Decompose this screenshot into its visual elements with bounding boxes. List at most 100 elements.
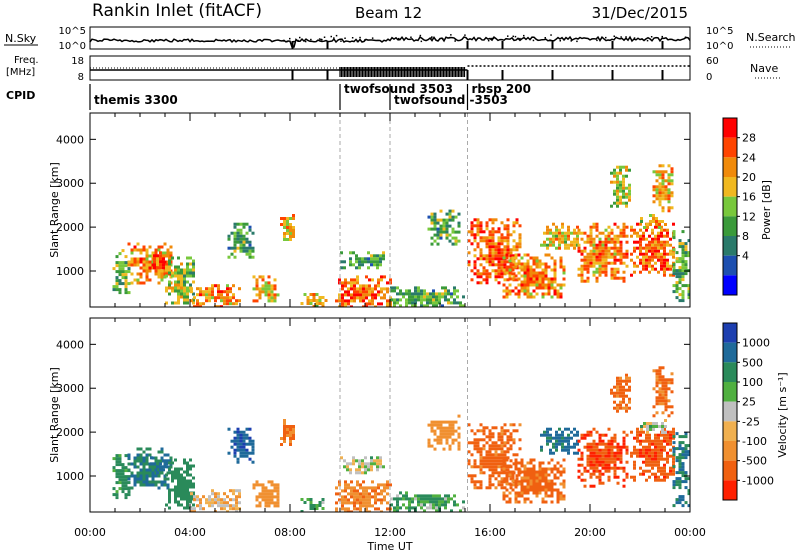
- nsearch-point: [450, 34, 452, 36]
- nsearch-point: [454, 38, 457, 41]
- velocity-panel: 1000 2000 3000 4000 Slant Range [km] 1000 50…: [48, 317, 789, 513]
- nsearch-point: [289, 37, 291, 40]
- nave-label: Nave: [750, 62, 778, 75]
- colorbar-swatch-6: [723, 236, 737, 256]
- nsearch-point: [684, 36, 687, 38]
- colorbar-swatch-8: [723, 275, 737, 295]
- freq-label-line1: Freq.: [14, 55, 39, 66]
- nsearch-point: [333, 37, 335, 39]
- nsky-label: N.Sky: [5, 32, 37, 45]
- nsearch-point: [344, 37, 346, 39]
- colorbar-tick-label-2: 20: [742, 171, 756, 184]
- x-tick-label-0: 00:00: [74, 526, 106, 539]
- cpid-label: CPID: [6, 89, 35, 102]
- colorbar-swatch-5: [723, 216, 737, 236]
- echo-region-6: [252, 275, 280, 303]
- echo-region-4: [190, 284, 241, 307]
- nsearch-point: [464, 34, 466, 36]
- colorbar-swatch-3: [723, 382, 737, 402]
- echo-region-7: [280, 419, 295, 446]
- nsearch-point: [605, 36, 607, 39]
- colorbar-swatch-4: [723, 196, 737, 217]
- echo-region-10: [340, 456, 385, 475]
- nsearch-point: [398, 37, 400, 40]
- nsearch-point: [419, 34, 422, 37]
- freq-label-line2: [MHz]: [6, 67, 35, 78]
- plot-title: Rankin Inlet (fitACF): [92, 1, 262, 21]
- x-tick-label-2: 08:00: [274, 526, 306, 539]
- nsearch-point: [491, 37, 493, 40]
- colorbar-tick-label-5: 8: [742, 230, 749, 243]
- x-tick-label-3: 12:00: [374, 526, 406, 539]
- echo-region-14: [502, 253, 566, 299]
- colorbar-swatch-5: [723, 421, 737, 441]
- echo-region-20: [652, 164, 674, 213]
- colorbar-tick-label-1: 24: [742, 151, 756, 164]
- echo-region-6: [252, 480, 280, 508]
- cpid-entry-0: themis 3300: [94, 93, 178, 107]
- velocity-colorbar-label: Velocity [m s⁻¹]: [776, 372, 789, 457]
- nsearch-point: [293, 40, 295, 43]
- nsearch-point: [507, 35, 509, 37]
- date-label: 31/Dec/2015: [592, 4, 688, 22]
- nsearch-point: [320, 38, 322, 41]
- nsearch-point: [487, 39, 490, 42]
- nsearch-point: [371, 37, 374, 39]
- nsearch-point: [661, 35, 663, 38]
- colorbar-tick-label-6: 4: [742, 250, 749, 263]
- nsearch-point: [442, 38, 444, 40]
- colorbar-tick-label-0: 28: [742, 132, 756, 145]
- velocity-ylabel: Slant Range [km]: [48, 367, 61, 463]
- colorbar-tick-label-0: 1000: [742, 337, 770, 350]
- nsearch-point: [318, 38, 321, 40]
- echo-region-14: [502, 458, 566, 504]
- nsearch-point: [559, 40, 561, 42]
- x-tick-label-5: 20:00: [574, 526, 606, 539]
- nsearch-point: [570, 40, 572, 42]
- nsearch-point: [448, 37, 451, 39]
- y-tick-label-3: 4000: [56, 338, 84, 351]
- nsearch-point: [544, 37, 546, 39]
- echo-region-19: [640, 419, 667, 434]
- nsearch-point: [420, 40, 423, 43]
- echo-region-16: [577, 427, 629, 488]
- colorbar-tick-label-5: -100: [742, 435, 767, 448]
- nsearch-point: [356, 40, 359, 43]
- colorbar-swatch-2: [723, 362, 737, 382]
- echo-region-19: [640, 214, 667, 229]
- colorbar-tick-label-2: 100: [742, 376, 763, 389]
- echo-region-20: [652, 366, 674, 418]
- nsearch-point: [431, 36, 433, 38]
- echo-region-12: [427, 414, 461, 451]
- nsky-panel: N.Sky 10^5 10^0 10^5 10^0 N.Search: [4, 26, 796, 52]
- echo-region-16: [577, 222, 629, 283]
- nsearch-point: [519, 37, 521, 40]
- echo-region-11: [390, 491, 465, 512]
- echo-region-3: [165, 256, 195, 305]
- nsearch-point: [340, 40, 342, 42]
- echo-region-8: [300, 293, 328, 307]
- nsearch-point: [299, 36, 301, 39]
- echo-region-17: [610, 165, 631, 208]
- power-colorbar-label: Power [dB]: [760, 180, 773, 240]
- echo-region-0: [112, 454, 131, 500]
- nsearch-point: [532, 39, 535, 42]
- echo-region-21: [672, 230, 690, 303]
- colorbar-tick-label-7: -1000: [742, 474, 774, 487]
- echo-region-13: [467, 218, 522, 285]
- colorbar-tick-label-1: 500: [742, 356, 763, 369]
- x-axis-label: Time UT: [366, 540, 412, 553]
- colorbar-swatch-4: [723, 401, 737, 422]
- colorbar-swatch-6: [723, 441, 737, 461]
- echo-region-8: [300, 498, 325, 512]
- colorbar-swatch-3: [723, 177, 737, 197]
- echo-region-15: [540, 427, 579, 455]
- nsearch-point: [297, 39, 299, 42]
- nsearch-point: [625, 36, 627, 38]
- nsearch-point: [321, 38, 323, 41]
- freq-tick-bottom-left: 8: [78, 72, 84, 83]
- cpid-entry-1: twofsound 3503: [344, 82, 453, 96]
- nsearch-point: [283, 40, 285, 42]
- nsearch-point: [310, 38, 312, 41]
